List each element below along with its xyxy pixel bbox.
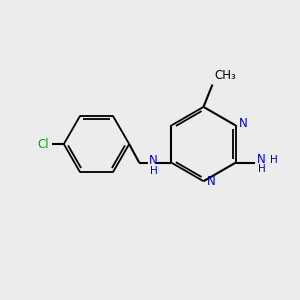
Text: H: H <box>270 155 278 165</box>
Text: H: H <box>150 166 158 176</box>
Text: N: N <box>239 118 248 130</box>
Text: H: H <box>258 164 266 174</box>
Text: N: N <box>149 154 158 167</box>
Text: Cl: Cl <box>37 138 49 151</box>
Text: N: N <box>256 153 265 166</box>
Text: CH₃: CH₃ <box>214 69 236 82</box>
Text: N: N <box>207 175 216 188</box>
